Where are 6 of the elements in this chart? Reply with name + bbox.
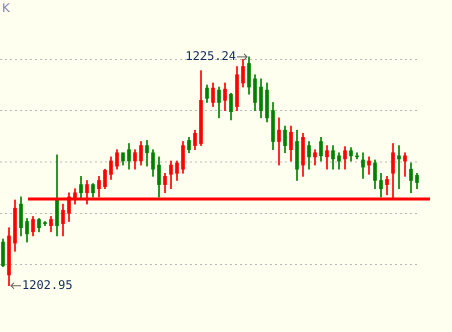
candlestick [397, 145, 401, 190]
annotation: 1225.24 [185, 48, 236, 63]
chart-title: K [2, 1, 10, 15]
candlestick [355, 152, 359, 160]
candlestick [277, 118, 281, 166]
annotation: 1202.95 [22, 278, 73, 292]
